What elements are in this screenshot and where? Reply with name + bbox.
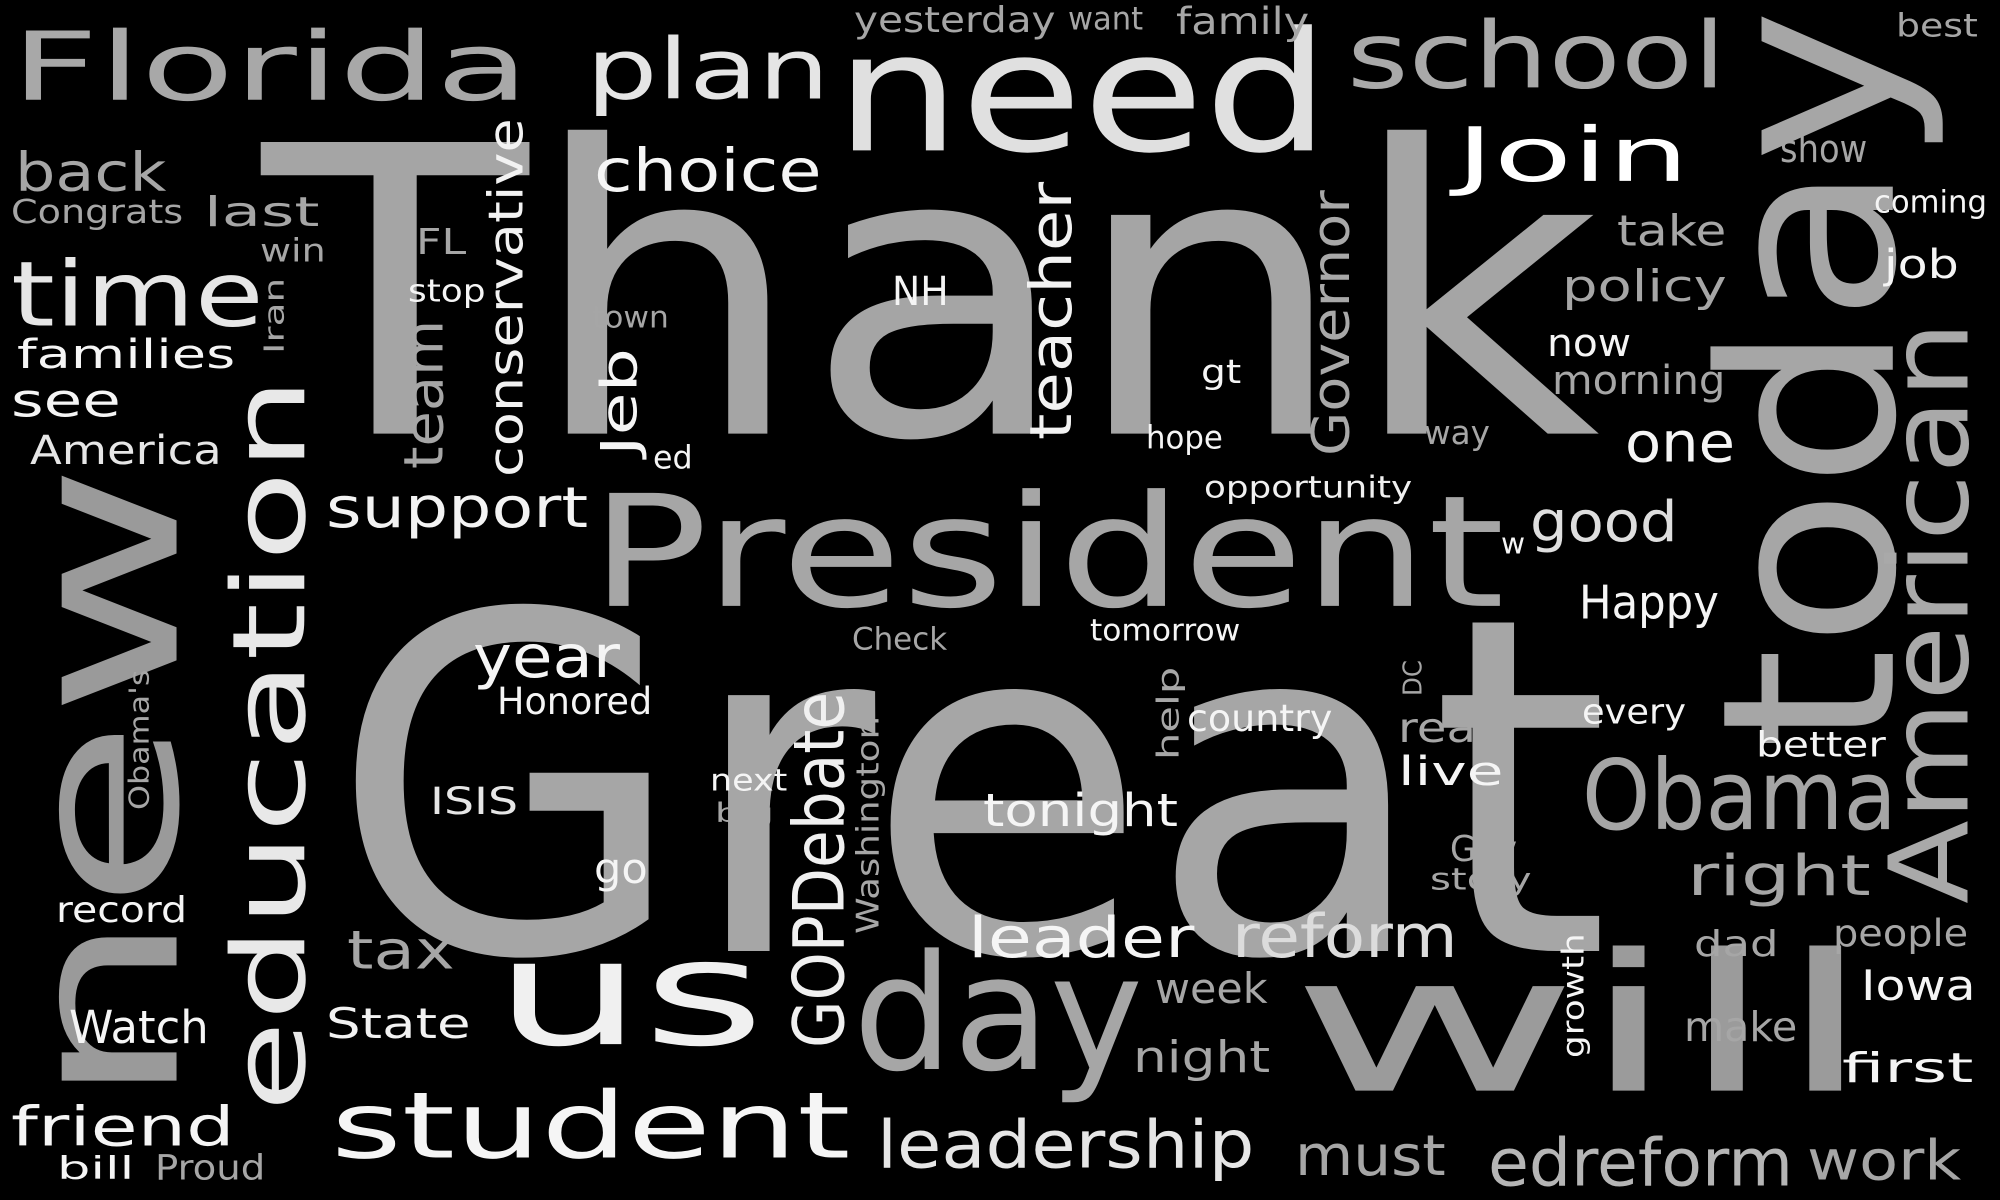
- word-w: w: [1501, 526, 1526, 561]
- word-gopdebate: GOPDebate: [778, 691, 861, 1048]
- word-tonight: tonight: [983, 784, 1179, 837]
- word-back: back: [15, 141, 167, 204]
- word-tomorrow: tomorrow: [1090, 613, 1241, 649]
- word-florida: Florida: [11, 12, 530, 123]
- word-now: now: [1547, 320, 1632, 366]
- word-congrats: Congrats: [11, 192, 184, 232]
- word-first: first: [1842, 1044, 1974, 1093]
- word-state: State: [326, 999, 471, 1049]
- word-town: town: [592, 300, 669, 336]
- word-happy: Happy: [1579, 576, 1719, 630]
- word-help: help: [1151, 666, 1187, 760]
- word-yesterday: yesterday: [854, 0, 1056, 42]
- word-conservative: conservative: [478, 118, 534, 477]
- word-story: story: [1430, 862, 1532, 898]
- word-time: time: [11, 241, 264, 347]
- word-join: Join: [1456, 111, 1690, 200]
- word-live: live: [1398, 748, 1504, 796]
- word-night: night: [1133, 1031, 1271, 1083]
- word-see: see: [11, 374, 121, 428]
- word-job: job: [1884, 241, 1959, 289]
- word-edreform: edreform: [1488, 1123, 1793, 1200]
- word-people: people: [1833, 911, 1969, 956]
- word-check: Check: [852, 620, 948, 658]
- word-ed: ed: [653, 438, 693, 477]
- word-leader: leader: [968, 905, 1195, 971]
- word-good: good: [1530, 489, 1678, 555]
- word-country: country: [1187, 696, 1333, 741]
- word-every: every: [1582, 690, 1686, 733]
- word-washington: Washington: [849, 716, 887, 934]
- word-jeb: Jeb: [590, 348, 649, 456]
- word-big: big: [715, 797, 774, 829]
- word-gt: gt: [1201, 352, 1242, 392]
- word-thank: Thank: [262, 63, 1601, 529]
- word-gov: Gov: [1450, 827, 1517, 871]
- word-choice: choice: [594, 137, 822, 206]
- word-morning: morning: [1552, 357, 1726, 405]
- word-work: work: [1807, 1128, 1962, 1193]
- word-growth: growth: [1556, 933, 1592, 1058]
- word-teacher: teacher: [1016, 181, 1085, 441]
- word-right: right: [1687, 843, 1871, 909]
- word-hope: hope: [1146, 418, 1223, 457]
- word-best: best: [1896, 6, 1978, 45]
- word-read: read: [1398, 704, 1507, 753]
- word-stop: stop: [408, 272, 486, 310]
- word-bill: bill: [57, 1149, 135, 1187]
- word-need: need: [835, 0, 1330, 190]
- word-nh: NH: [892, 268, 949, 316]
- word-show: show: [1780, 126, 1868, 172]
- word-education: education: [211, 377, 329, 1112]
- word-support: support: [326, 475, 589, 541]
- word-record: record: [56, 888, 188, 932]
- word-america: America: [30, 427, 222, 475]
- word-families: families: [17, 331, 236, 379]
- word-governor: Governor: [1301, 190, 1362, 456]
- word-great: Great: [330, 517, 1611, 1062]
- word-honored: Honored: [497, 679, 653, 724]
- word-will: will: [1290, 914, 1875, 1137]
- word-team: team: [392, 319, 456, 469]
- word-one: one: [1625, 410, 1735, 475]
- word-school: school: [1347, 2, 1726, 110]
- word-take: take: [1617, 206, 1727, 257]
- word-opportunity: opportunity: [1204, 470, 1413, 506]
- word-iowa: Iowa: [1861, 961, 1976, 1011]
- word-leadership: leadership: [877, 1105, 1255, 1184]
- word-policy: policy: [1562, 260, 1727, 312]
- word-iran: Iran: [257, 277, 291, 354]
- word-year: year: [473, 623, 621, 692]
- word-tax: tax: [347, 919, 455, 982]
- word-plan: plan: [586, 21, 830, 119]
- word-friend: friend: [11, 1095, 235, 1159]
- word-better: better: [1756, 723, 1886, 766]
- word-dc: DC: [1397, 660, 1429, 696]
- word-must: must: [1295, 1123, 1446, 1189]
- word-proud: Proud: [155, 1146, 266, 1189]
- word-obama: Obama: [1582, 739, 1897, 853]
- word-fl: FL: [416, 220, 467, 264]
- word-student: student: [331, 1072, 851, 1180]
- word-president: President: [590, 463, 1505, 644]
- word-go: go: [594, 844, 648, 894]
- word-win: win: [260, 231, 326, 270]
- word-day: day: [853, 920, 1144, 1107]
- word-us: us: [494, 907, 765, 1080]
- word-dad: dad: [1694, 922, 1779, 966]
- word-coming: coming: [1874, 183, 1987, 221]
- word-watch: Watch: [69, 1001, 209, 1054]
- word-isis: ISIS: [430, 779, 519, 824]
- word-want: want: [1068, 0, 1144, 38]
- word-make: make: [1684, 1003, 1798, 1052]
- word-week: week: [1155, 964, 1268, 1014]
- word-family: family: [1176, 0, 1310, 44]
- word-reform: reform: [1232, 901, 1458, 972]
- word-last: last: [204, 188, 320, 237]
- word-obamas: Obama's: [122, 669, 156, 810]
- word-next: next: [710, 763, 788, 799]
- word-way: way: [1424, 413, 1490, 453]
